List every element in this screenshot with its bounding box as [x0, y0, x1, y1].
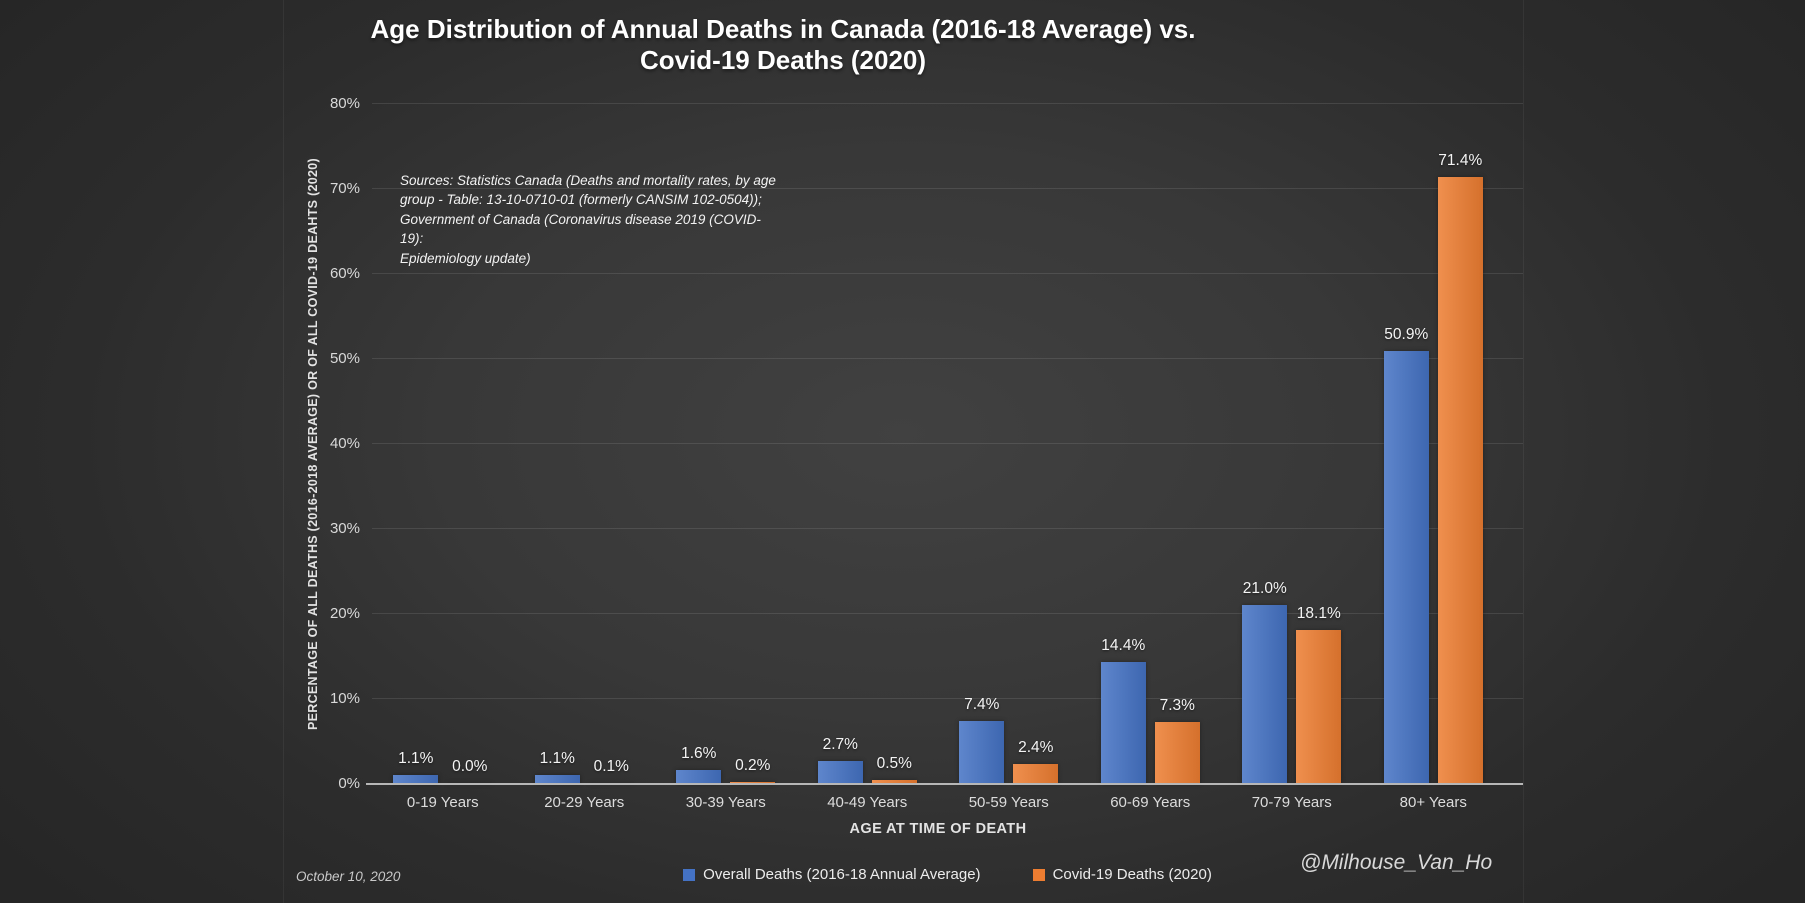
y-tick-label: 30%: [329, 520, 360, 537]
bar-pair: 50.9% 71.4%: [1363, 104, 1505, 784]
chart-title-line1: Age Distribution of Annual Deaths in Can…: [370, 14, 1196, 44]
bar-pair: 1.1% 0.1%: [514, 104, 656, 784]
bar-covid-80-years: 71.4%: [1437, 152, 1483, 784]
bar-overall-80-years: 50.9%: [1383, 326, 1429, 784]
footer-date: October 10, 2020: [296, 869, 401, 884]
bar-covid-70-79-years: 18.1%: [1296, 605, 1342, 784]
bar-overall-20-29-years: 1.1%: [534, 750, 580, 784]
bar-pair: 1.1% 0.0%: [372, 104, 514, 784]
y-tick-label: 80%: [329, 95, 360, 112]
category-slot: 7.4% 2.4% 50-59 Years: [938, 104, 1080, 811]
legend-label: Covid-19 Deaths (2020): [1052, 866, 1212, 883]
slide-right-edge: [1523, 0, 1524, 903]
category-slot: 1.6% 0.2% 30-39 Years: [655, 104, 797, 811]
x-tick-label: 20-29 Years: [544, 794, 625, 811]
gridline: [372, 273, 1523, 274]
bar-overall-0-19-years: 1.1%: [393, 750, 439, 784]
bar-value-label: 2.4%: [1018, 739, 1054, 756]
legend-label: Overall Deaths (2016-18 Annual Average): [703, 866, 981, 883]
y-axis-title: PERCENTAGE OF ALL DEATHS (2016-2018 AVER…: [306, 157, 320, 731]
bar-overall-40-49-years: 2.7%: [817, 736, 863, 784]
bar-value-label: 0.5%: [876, 755, 912, 772]
y-tick-label: 60%: [329, 265, 360, 282]
category-slot: 1.1% 0.1% 20-29 Years: [514, 104, 656, 811]
y-tick-label: 0%: [338, 775, 360, 792]
plot-area: 0% 10% 20% 30% 40% 50% 60% 70% 80% 1.1% 0.0% 0-19 …: [330, 95, 1523, 837]
bar-value-label: 21.0%: [1242, 580, 1287, 597]
slide-left-edge: [283, 0, 284, 903]
bar-value-label: 7.3%: [1159, 697, 1195, 714]
bar-value-label: 0.2%: [735, 757, 771, 774]
bar-pair: 1.6% 0.2%: [655, 104, 797, 784]
bar-value-label: 0.1%: [593, 758, 629, 775]
bar-pair: 7.4% 2.4%: [938, 104, 1080, 784]
x-tick-label: 60-69 Years: [1110, 794, 1191, 811]
bar-value-label: 0.0%: [452, 758, 488, 775]
bar-overall-50-59-years: 7.4%: [959, 696, 1005, 784]
x-tick-label: 40-49 Years: [827, 794, 908, 811]
category-slot: 50.9% 71.4% 80+ Years: [1363, 104, 1505, 811]
x-tick-label: 0-19 Years: [406, 794, 479, 811]
bar-pair: 14.4% 7.3%: [1080, 104, 1222, 784]
legend-item: Covid-19 Deaths (2020): [1032, 866, 1212, 883]
bar-overall-60-69-years: 14.4%: [1100, 637, 1146, 784]
legend-swatch-icon: [1032, 868, 1045, 881]
x-axis-title: AGE AT TIME OF DEATH: [849, 821, 1027, 837]
x-tick-label: 70-79 Years: [1251, 794, 1332, 811]
category-slot: 2.7% 0.5% 40-49 Years: [797, 104, 939, 811]
gridline: [372, 443, 1523, 444]
bar-value-label: 18.1%: [1296, 605, 1341, 622]
bar-covid-50-59-years: 2.4%: [1013, 739, 1059, 784]
chart-title-line2: Covid-19 Deaths (2020): [639, 45, 927, 75]
bar-value-label: 2.7%: [822, 736, 858, 753]
gridline: [372, 188, 1523, 189]
y-tick-label: 40%: [329, 435, 360, 452]
bar-covid-60-69-years: 7.3%: [1154, 697, 1200, 784]
bar-value-label: 50.9%: [1384, 326, 1429, 343]
gridline: [372, 103, 1523, 104]
legend-swatch-icon: [683, 868, 696, 881]
x-axis-line: [366, 783, 1523, 785]
gridline: [372, 528, 1523, 529]
y-tick-label: 50%: [329, 350, 360, 367]
source-note: Sources: Statistics Canada (Deaths and m…: [400, 173, 776, 266]
bar-value-label: 1.1%: [539, 750, 575, 767]
category-slots: 1.1% 0.0% 0-19 Years 1.1% 0.1% 20-29 Years 1.6…: [372, 104, 1505, 811]
twitter-handle: @Milhouse_Van_Ho: [1300, 851, 1493, 874]
bar-covid-40-49-years: 0.5%: [871, 755, 917, 784]
y-tick-label: 70%: [329, 180, 360, 197]
gridline: [372, 613, 1523, 614]
bar-overall-30-39-years: 1.6%: [676, 745, 722, 784]
x-tick-label: 50-59 Years: [968, 794, 1049, 811]
bar-value-label: 71.4%: [1438, 152, 1483, 169]
bar-value-label: 1.1%: [398, 750, 434, 767]
category-slot: 1.1% 0.0% 0-19 Years: [372, 104, 514, 811]
legend-item: Overall Deaths (2016-18 Annual Average): [683, 866, 981, 883]
chart-legend: Overall Deaths (2016-18 Annual Average) C…: [372, 866, 1523, 883]
bar-pair: 2.7% 0.5%: [797, 104, 939, 784]
y-tick-label: 10%: [329, 690, 360, 707]
bar-value-label: 1.6%: [681, 745, 717, 762]
bar-overall-70-79-years: 21.0%: [1242, 580, 1288, 784]
y-tick-label: 20%: [329, 605, 360, 622]
bar-pair: 21.0% 18.1%: [1221, 104, 1363, 784]
x-tick-label: 30-39 Years: [685, 794, 766, 811]
bar-value-label: 14.4%: [1101, 637, 1146, 654]
gridline: [372, 358, 1523, 359]
x-tick-label: 80+ Years: [1399, 794, 1467, 811]
category-slot: 21.0% 18.1% 70-79 Years: [1221, 104, 1363, 811]
chart-title: Age Distribution of Annual Deaths in Can…: [283, 14, 1283, 76]
category-slot: 14.4% 7.3% 60-69 Years: [1080, 104, 1222, 811]
gridline: [372, 698, 1523, 699]
bar-value-label: 7.4%: [964, 696, 1000, 713]
